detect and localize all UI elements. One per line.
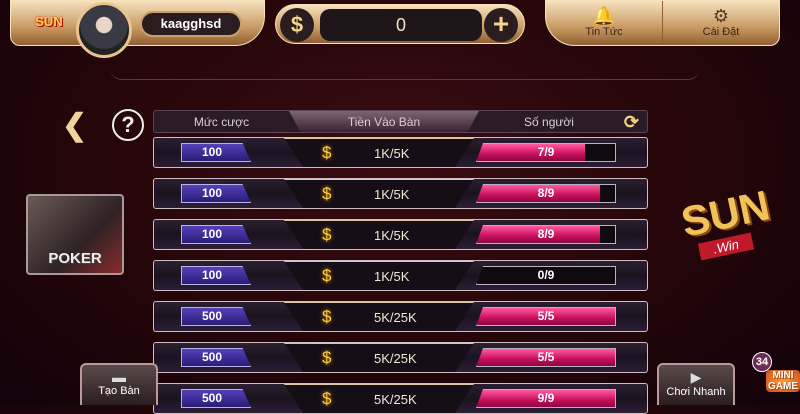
players-count: 7/9	[537, 145, 555, 159]
table-row[interactable]: 100 $1K/5K 7/9	[153, 137, 648, 168]
players-count: 9/9	[537, 391, 555, 405]
entry-value: 1K/5K	[374, 228, 410, 243]
players-fill	[477, 226, 600, 243]
dollar-icon: $	[280, 8, 314, 42]
players-fill	[477, 390, 615, 407]
game-poker-thumbnail: POKER	[26, 194, 124, 275]
dollar-icon: $	[322, 184, 332, 203]
header-players[interactable]: Số người	[524, 115, 574, 129]
table-row[interactable]: 100 $1K/5K 8/9	[153, 178, 648, 209]
gear-icon: ⚙	[712, 6, 730, 26]
notice-bar	[110, 52, 700, 80]
entry-cell: $5K/25K	[284, 384, 474, 413]
entry-cell: $5K/25K	[284, 343, 474, 372]
bet-badge: 100	[181, 143, 251, 162]
balance-panel: $ 0 +	[275, 4, 525, 44]
bet-badge: 500	[181, 389, 251, 408]
entry-value: 1K/5K	[374, 187, 410, 202]
quick-play-label: Chơi Nhanh	[666, 386, 726, 398]
settings-label: Cài Đặt	[702, 26, 740, 38]
dollar-icon: $	[322, 389, 332, 408]
players-bar: 8/9	[476, 184, 616, 203]
game-name: POKER	[48, 250, 102, 267]
entry-value: 5K/25K	[374, 392, 417, 407]
entry-cell: $1K/5K	[284, 179, 474, 208]
table-icon: ▬	[112, 369, 126, 385]
menu-panel: 🔔 Tin Tức ⚙ Cài Đặt	[545, 0, 780, 46]
entry-value: 5K/25K	[374, 310, 417, 325]
players-bar: 5/5	[476, 307, 616, 326]
players-bar: 8/9	[476, 225, 616, 244]
entry-cell: $1K/5K	[284, 138, 474, 167]
dollar-icon: $	[322, 307, 332, 326]
minigame-badge: 34	[752, 352, 772, 372]
create-table-label: Tạo Bàn	[98, 385, 140, 397]
players-count: 5/5	[537, 350, 555, 364]
quick-play-button[interactable]: ▶ Chơi Nhanh	[657, 363, 735, 405]
table-row[interactable]: 100 $1K/5K 8/9	[153, 219, 648, 250]
sunwin-logo: SUN	[35, 14, 63, 29]
players-fill	[477, 308, 615, 325]
help-button[interactable]: ?	[112, 109, 144, 141]
players-count: 8/9	[537, 227, 555, 241]
top-bar: SUN kaagghsd $ 0 + 🔔 Tin Tức ⚙ Cài Đặt	[0, 0, 800, 58]
entry-value: 1K/5K	[374, 269, 410, 284]
entry-value: 1K/5K	[374, 146, 410, 161]
balance-value: 0	[320, 9, 482, 41]
players-bar: 0/9	[476, 266, 616, 285]
add-money-button[interactable]: +	[484, 8, 518, 42]
minigame-label: MINI GAME	[766, 370, 800, 392]
bet-badge: 100	[181, 184, 251, 203]
players-count: 5/5	[537, 309, 555, 323]
header-entry[interactable]: Tiền Vào Bàn	[289, 111, 479, 132]
news-label: Tin Tức	[585, 26, 623, 38]
back-button[interactable]: ❮	[62, 109, 88, 142]
table-row[interactable]: 500 $5K/25K 5/5	[153, 301, 648, 332]
players-bar: 9/9	[476, 389, 616, 408]
header-bet[interactable]: Mức cược	[193, 115, 250, 129]
entry-value: 5K/25K	[374, 351, 417, 366]
username: kaagghsd	[140, 11, 242, 37]
play-icon: ▶	[690, 369, 702, 385]
entry-cell: $5K/25K	[284, 302, 474, 331]
table-row[interactable]: 500 $5K/25K 9/9	[153, 383, 648, 414]
minigame-button[interactable]: 34 MINI GAME	[752, 352, 800, 405]
players-fill	[477, 185, 600, 202]
avatar[interactable]	[76, 2, 132, 58]
refresh-icon[interactable]: ⟳	[623, 112, 639, 132]
bet-badge: 100	[181, 225, 251, 244]
dollar-icon: $	[322, 348, 332, 367]
create-table-button[interactable]: ▬ Tạo Bàn	[80, 363, 158, 405]
players-fill	[477, 349, 615, 366]
bet-badge: 100	[181, 266, 251, 285]
entry-cell: $1K/5K	[284, 261, 474, 290]
table-row[interactable]: 500 $5K/25K 5/5	[153, 342, 648, 373]
players-bar: 7/9	[476, 143, 616, 162]
dollar-icon: $	[322, 266, 332, 285]
bet-badge: 500	[181, 348, 251, 367]
entry-cell: $1K/5K	[284, 220, 474, 249]
dollar-icon: $	[322, 143, 332, 162]
bet-badge: 500	[181, 307, 251, 326]
dollar-icon: $	[322, 225, 332, 244]
bell-icon: 🔔	[592, 6, 616, 26]
settings-button[interactable]: ⚙ Cài Đặt	[662, 1, 779, 45]
players-fill	[477, 144, 585, 161]
players-count: 8/9	[537, 186, 555, 200]
table-header: Mức cược Tiền Vào Bàn Số người ⟳	[153, 110, 648, 133]
players-bar: 5/5	[476, 348, 616, 367]
table-row[interactable]: 100 $1K/5K 0/9	[153, 260, 648, 291]
players-count: 0/9	[537, 268, 555, 282]
sunwin-brand-logo: SUN .Win	[668, 181, 783, 280]
news-button[interactable]: 🔔 Tin Tức	[546, 1, 662, 45]
